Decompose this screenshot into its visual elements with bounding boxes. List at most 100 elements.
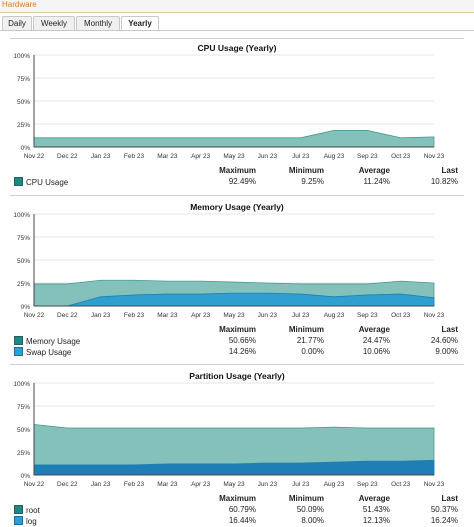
x-tick-label: Dec 22 <box>57 153 78 160</box>
x-tick-label: Nov 22 <box>24 153 45 160</box>
cpu-avg-header: Average <box>358 166 390 175</box>
memory-chart-title: Memory Usage (Yearly) <box>190 202 284 212</box>
cpu-min-value: 9.25% <box>301 177 324 186</box>
x-tick-label: Feb 23 <box>124 312 145 319</box>
x-tick-label: Aug 23 <box>324 312 345 319</box>
legend-swatch <box>14 177 23 186</box>
y-tick-label: 0% <box>21 473 31 480</box>
x-tick-label: Aug 23 <box>324 481 345 488</box>
legend-swatch <box>14 336 23 345</box>
partition-chart: 0% 25% 50% 75% 100% Nov 22 Dec 22 Jan 23 Feb 23 M… <box>13 381 445 488</box>
tab-weekly[interactable]: Weekly <box>33 16 75 30</box>
x-tick-label: Nov 23 <box>424 312 445 319</box>
memory-max-header: Maximum <box>219 325 256 334</box>
swap-min-value: 0.00% <box>301 347 324 356</box>
x-tick-label: Aug 23 <box>324 153 345 160</box>
cpu-min-header: Minimum <box>288 166 324 175</box>
series-area-log <box>33 459 435 476</box>
y-tick-label: 75% <box>17 404 30 411</box>
x-tick-label: Jan 23 <box>91 312 111 319</box>
cpu-max-value: 92.49% <box>228 177 256 186</box>
x-tick-label: Jun 23 <box>258 153 278 160</box>
legend-label: root <box>26 506 40 515</box>
swap-max-value: 14.26% <box>228 347 256 356</box>
y-tick-label: 25% <box>17 122 30 129</box>
legend-label: Swap Usage <box>26 348 72 357</box>
x-tick-label: Jul 23 <box>292 312 310 319</box>
tab-monthly[interactable]: Monthly <box>76 16 120 30</box>
log-max-value: 16.44% <box>228 516 256 525</box>
legend-label: log <box>26 517 37 526</box>
x-tick-label: Jul 23 <box>292 481 310 488</box>
x-tick-label: May 23 <box>223 153 245 160</box>
x-tick-label: Sep 23 <box>357 153 378 160</box>
x-tick-label: Nov 22 <box>24 481 45 488</box>
memory-min-header: Minimum <box>288 325 324 334</box>
cpu-legend-cpu: CPU Usage <box>14 177 68 187</box>
x-tick-label: Jan 23 <box>91 481 111 488</box>
swap-avg-value: 10.06% <box>362 347 390 356</box>
x-tick-label: Nov 22 <box>24 312 45 319</box>
log-min-value: 8.00% <box>301 516 324 525</box>
partition-last-header: Last <box>441 494 458 503</box>
x-tick-label: Oct 23 <box>391 153 411 160</box>
partition-avg-header: Average <box>358 494 390 503</box>
legend-label: CPU Usage <box>26 178 69 187</box>
x-tick-label: Jul 23 <box>292 153 310 160</box>
legend-swatch <box>14 505 23 514</box>
legend-swatch <box>14 347 23 356</box>
swap-last-value: 9.00% <box>435 347 458 356</box>
cpu-max-header: Maximum <box>219 166 256 175</box>
tab-daily[interactable]: Daily <box>2 16 32 30</box>
memory-legend-memory: Memory Usage <box>14 336 80 346</box>
x-tick-label: Jan 23 <box>91 153 111 160</box>
y-tick-label: 100% <box>13 53 30 60</box>
memory-last-header: Last <box>441 325 458 334</box>
legend-label: Memory Usage <box>26 337 81 346</box>
x-tick-label: Feb 23 <box>124 153 145 160</box>
memory-divider <box>10 195 464 196</box>
log-avg-value: 12.13% <box>362 516 390 525</box>
memory-avg-value: 24.47% <box>362 336 390 345</box>
legend-swatch <box>14 516 23 525</box>
cpu-divider <box>10 38 464 39</box>
memory-min-value: 21.77% <box>296 336 324 345</box>
memory-last-value: 24.60% <box>430 336 458 345</box>
section-title: Hardware <box>2 0 37 9</box>
x-tick-label: Nov 23 <box>424 481 445 488</box>
x-tick-label: Jun 23 <box>258 312 278 319</box>
y-tick-label: 100% <box>13 212 30 219</box>
y-tick-label: 100% <box>13 381 30 388</box>
y-tick-label: 75% <box>17 235 30 242</box>
tab-underline <box>0 30 474 31</box>
x-tick-label: Dec 22 <box>57 312 78 319</box>
y-tick-label: 0% <box>21 145 31 152</box>
y-tick-label: 50% <box>17 99 30 106</box>
x-tick-label: Sep 23 <box>357 481 378 488</box>
x-tick-label: Oct 23 <box>391 481 411 488</box>
cpu-last-value: 10.82% <box>430 177 458 186</box>
memory-avg-header: Average <box>358 325 390 334</box>
x-tick-label: Feb 23 <box>124 481 145 488</box>
y-tick-label: 0% <box>21 304 31 311</box>
x-tick-label: Nov 23 <box>424 153 445 160</box>
memory-max-value: 50.66% <box>228 336 256 345</box>
root-min-value: 50.09% <box>296 505 324 514</box>
partition-chart-title: Partition Usage (Yearly) <box>189 371 285 381</box>
x-tick-label: Mar 23 <box>157 481 178 488</box>
cpu-chart-title: CPU Usage (Yearly) <box>197 43 277 53</box>
partition-min-header: Minimum <box>288 494 324 503</box>
root-last-value: 50.37% <box>430 505 458 514</box>
tab-yearly[interactable]: Yearly <box>121 16 159 31</box>
partition-max-header: Maximum <box>219 494 256 503</box>
x-tick-label: Mar 23 <box>157 312 178 319</box>
series-area-swap-usage <box>34 292 435 307</box>
x-tick-label: May 23 <box>223 312 245 319</box>
y-tick-label: 75% <box>17 76 30 83</box>
x-tick-label: Apr 23 <box>191 153 211 160</box>
memory-legend-swap: Swap Usage <box>14 347 71 357</box>
y-tick-label: 50% <box>17 427 30 434</box>
root-avg-value: 51.43% <box>362 505 390 514</box>
x-tick-label: Dec 22 <box>57 481 78 488</box>
memory-chart: 0% 25% 50% 75% 100% Nov 22 Dec 22 Jan 23 Feb 23 M… <box>13 212 445 319</box>
